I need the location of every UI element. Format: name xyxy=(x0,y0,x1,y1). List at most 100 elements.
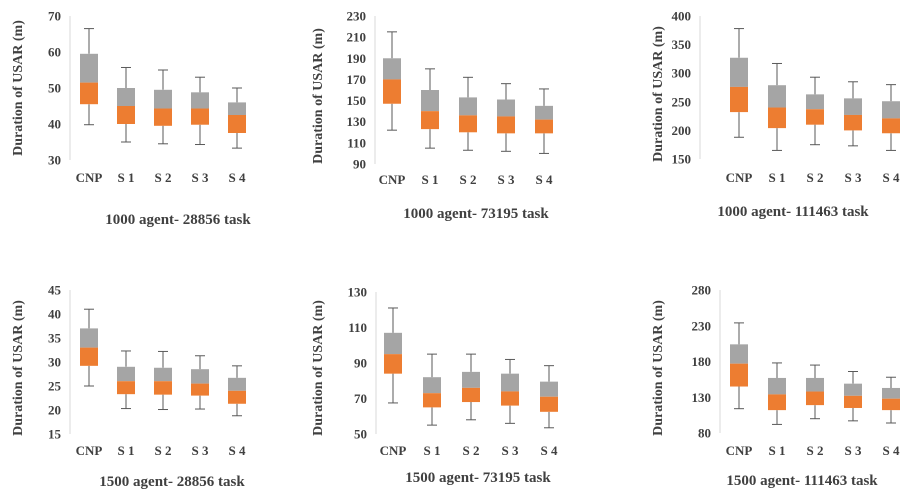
box-upper-quartile xyxy=(80,328,98,348)
chart-title: 1000 agent- 28856 task xyxy=(105,212,251,228)
box-upper-quartile xyxy=(384,332,402,355)
box-lower-quartile xyxy=(421,111,439,130)
box-upper-quartile xyxy=(806,94,824,110)
box-upper-quartile xyxy=(768,85,786,108)
chart-title: 1000 agent- 73195 task xyxy=(403,206,549,222)
box-plot xyxy=(80,28,98,126)
x-category-label: S 4 xyxy=(229,443,246,458)
y-tick-label: 15 xyxy=(48,427,62,442)
x-category-label: S 3 xyxy=(498,172,515,187)
y-tick-label: 90 xyxy=(353,157,366,172)
y-tick-label: 70 xyxy=(354,391,367,406)
y-tick-label: 70 xyxy=(48,9,61,24)
chart-panel: 15 20 25 30 35 40 45 Duration of USAR (m) CNP S 1… xyxy=(11,283,246,490)
x-category-label: S 2 xyxy=(155,443,172,458)
box-plot xyxy=(80,308,98,387)
x-category-label: CNP xyxy=(726,443,753,458)
box-upper-quartile xyxy=(191,92,209,109)
x-category-label: S 2 xyxy=(807,170,824,185)
y-tick-label: 230 xyxy=(692,318,712,333)
box-plot xyxy=(768,62,786,151)
y-tick-label: 50 xyxy=(48,81,61,96)
box-lower-quartile xyxy=(768,394,786,411)
box-plot xyxy=(501,358,519,424)
y-tick-label: 50 xyxy=(354,427,367,442)
box-plot xyxy=(730,28,748,138)
chart-panel: 80 130 180 230 280 Duration of USAR (m) CNP S 1… xyxy=(651,283,900,489)
y-tick-label: 80 xyxy=(698,426,711,441)
y-tick-label: 20 xyxy=(48,403,61,418)
box-lower-quartile xyxy=(844,114,862,131)
box-plot xyxy=(462,353,480,421)
box-plot xyxy=(421,68,439,149)
y-tick-label: 190 xyxy=(347,51,367,66)
box-upper-quartile xyxy=(383,58,401,80)
x-category-label: S 4 xyxy=(883,443,900,458)
box-plot xyxy=(806,76,824,146)
y-tick-label: 130 xyxy=(348,285,368,300)
box-plot xyxy=(228,365,246,417)
y-axis-label: Duration of USAR (m) xyxy=(11,20,26,156)
y-tick-label: 30 xyxy=(48,153,61,168)
box-plot xyxy=(497,83,515,152)
box-lower-quartile xyxy=(80,82,98,105)
box-lower-quartile xyxy=(117,106,135,124)
box-lower-quartile xyxy=(844,395,862,408)
box-plot xyxy=(882,84,900,151)
y-tick-label: 30 xyxy=(48,355,61,370)
box-upper-quartile xyxy=(228,102,246,115)
box-lower-quartile xyxy=(228,390,246,404)
y-tick-label: 150 xyxy=(347,93,367,108)
box-lower-quartile xyxy=(806,109,824,125)
y-tick-label: 60 xyxy=(48,45,61,60)
box-lower-quartile xyxy=(228,115,246,133)
box-upper-quartile xyxy=(540,381,558,397)
box-upper-quartile xyxy=(154,89,172,109)
box-plot xyxy=(423,353,441,426)
y-tick-label: 25 xyxy=(48,379,62,394)
box-upper-quartile xyxy=(117,88,135,106)
box-upper-quartile xyxy=(191,369,209,384)
box-upper-quartile xyxy=(501,373,519,392)
box-upper-quartile xyxy=(117,366,135,382)
x-category-label: CNP xyxy=(76,170,103,185)
box-upper-quartile xyxy=(768,377,786,395)
x-category-label: S 2 xyxy=(155,170,172,185)
box-plot xyxy=(191,76,209,146)
box-lower-quartile xyxy=(423,393,441,408)
chart-panel: 150 200 250 300 350 400 Duration of USAR (m) CN… xyxy=(651,9,900,220)
box-lower-quartile xyxy=(154,108,172,126)
box-plot xyxy=(383,31,401,131)
chart-panel: 50 70 90 110 130 Duration of USAR (m) CNP S 1 S … xyxy=(311,285,558,486)
box-upper-quartile xyxy=(535,105,553,120)
box-plot xyxy=(228,87,246,149)
box-upper-quartile xyxy=(423,377,441,394)
box-lower-quartile xyxy=(154,381,172,395)
box-upper-quartile xyxy=(462,371,480,388)
box-lower-quartile xyxy=(117,381,135,395)
y-axis-label: Duration of USAR (m) xyxy=(311,300,326,436)
x-category-label: CNP xyxy=(379,172,406,187)
chart-panel: 90 110 130 150 170 190 210 230 Duration of USAR … xyxy=(311,9,553,222)
x-category-label: S 1 xyxy=(118,170,135,185)
y-axis-label: Duration of USAR (m) xyxy=(651,300,666,436)
x-category-label: CNP xyxy=(726,170,753,185)
box-upper-quartile xyxy=(421,90,439,112)
box-plot xyxy=(154,69,172,145)
y-tick-label: 300 xyxy=(672,66,692,81)
x-category-label: S 1 xyxy=(769,170,786,185)
box-upper-quartile xyxy=(730,57,748,87)
x-category-label: S 4 xyxy=(536,172,553,187)
box-plot xyxy=(844,371,862,422)
box-plot xyxy=(768,362,786,425)
y-axis-label: Duration of USAR (m) xyxy=(311,28,326,164)
x-category-label: S 3 xyxy=(192,170,209,185)
y-tick-label: 280 xyxy=(692,283,712,298)
box-plot xyxy=(730,322,748,410)
box-plot xyxy=(117,66,135,143)
y-axis-label: Duration of USAR (m) xyxy=(11,300,26,436)
box-lower-quartile xyxy=(730,363,748,387)
x-category-label: CNP xyxy=(76,443,103,458)
x-category-label: S 2 xyxy=(807,443,824,458)
